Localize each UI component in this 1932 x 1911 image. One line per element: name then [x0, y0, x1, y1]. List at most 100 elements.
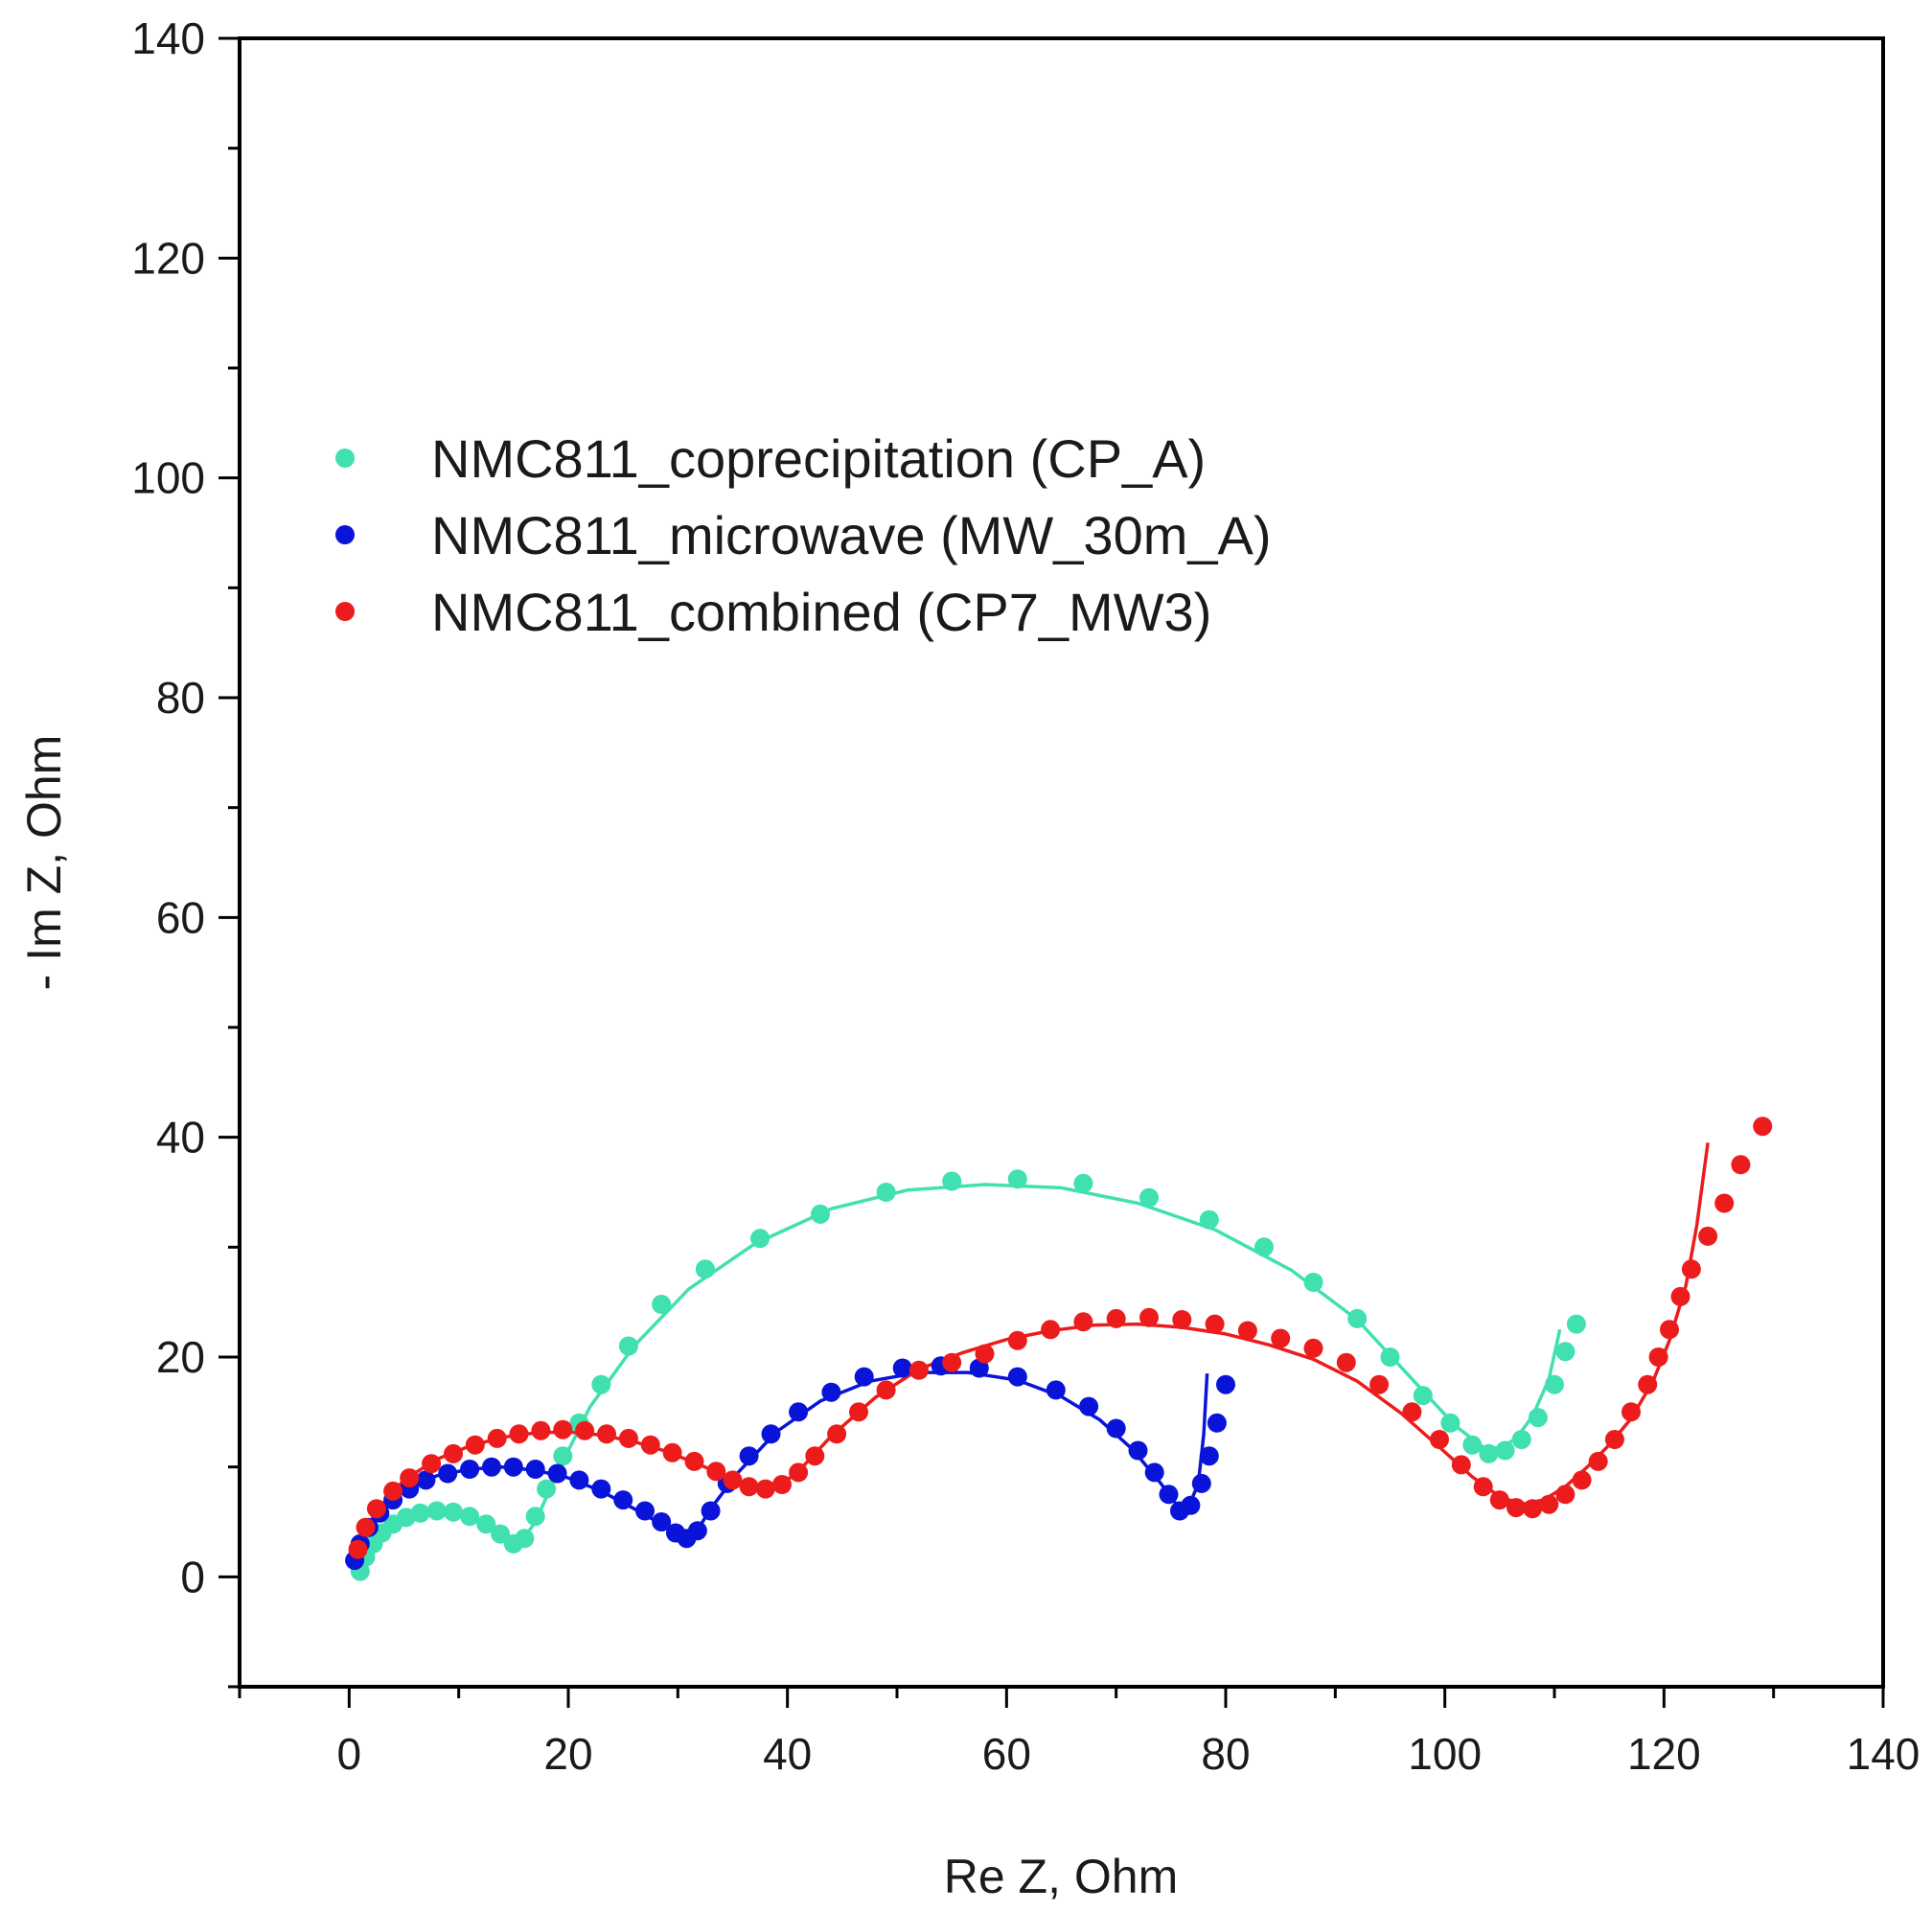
legend-label: NMC811_coprecipitation (CP_A) [431, 428, 1206, 489]
data-point [487, 1428, 507, 1448]
data-point [547, 1463, 567, 1484]
data-point [591, 1374, 611, 1394]
data-point [1430, 1430, 1449, 1449]
x-axis-title: Re Z, Ohm [944, 1850, 1178, 1903]
data-point [509, 1424, 529, 1444]
data-point [553, 1419, 573, 1439]
data-point [652, 1512, 672, 1531]
data-point [525, 1507, 545, 1527]
data-point [1144, 1462, 1164, 1483]
data-point [525, 1460, 545, 1479]
y-tick-label: 100 [131, 453, 205, 503]
data-point [1402, 1402, 1422, 1422]
data-point [811, 1204, 830, 1224]
data-point [1489, 1490, 1509, 1510]
data-point [1670, 1286, 1690, 1306]
data-point [876, 1380, 896, 1400]
data-point [1622, 1402, 1641, 1422]
data-point [491, 1524, 511, 1544]
data-point [460, 1460, 480, 1479]
data-point [849, 1402, 868, 1422]
x-tick-label: 60 [982, 1729, 1031, 1779]
data-point [618, 1336, 638, 1356]
data-point [482, 1457, 501, 1477]
data-point [1545, 1374, 1564, 1394]
data-point [1073, 1312, 1093, 1332]
data-point [706, 1462, 726, 1482]
data-point [444, 1502, 463, 1522]
plot-frame [238, 36, 1885, 1689]
data-point [942, 1352, 962, 1372]
data-point [789, 1462, 809, 1483]
x-tick-label: 120 [1627, 1729, 1701, 1779]
data-point [1523, 1499, 1543, 1519]
data-point [1440, 1413, 1460, 1433]
data-point [805, 1446, 825, 1466]
data-point [755, 1479, 775, 1499]
x-tick-label: 100 [1408, 1729, 1482, 1779]
data-point [942, 1171, 962, 1191]
data-point [1007, 1169, 1027, 1189]
data-point [1007, 1330, 1027, 1350]
data-point [400, 1468, 420, 1488]
data-point [515, 1529, 535, 1549]
x-tick-label: 140 [1847, 1729, 1920, 1779]
data-point [1199, 1209, 1219, 1230]
data-point [1604, 1430, 1624, 1449]
y-tick-label: 140 [131, 13, 205, 63]
data-point [460, 1507, 480, 1527]
data-point [1199, 1446, 1219, 1466]
data-point [1347, 1308, 1368, 1328]
data-point [348, 1539, 368, 1559]
data-point [422, 1454, 442, 1474]
data-point [739, 1446, 759, 1466]
data-point [1254, 1237, 1274, 1257]
data-point [1159, 1485, 1179, 1505]
data-point [1139, 1307, 1159, 1327]
data-point [569, 1470, 589, 1490]
data-point [1205, 1314, 1225, 1334]
data-points [345, 1117, 1773, 1581]
data-point [1495, 1440, 1515, 1461]
data-point [701, 1501, 721, 1521]
legend-marker [335, 602, 355, 621]
y-tick-label: 80 [156, 673, 205, 723]
data-point [553, 1446, 573, 1466]
data-point [1539, 1494, 1559, 1514]
data-point [1511, 1430, 1531, 1449]
data-point [876, 1183, 896, 1202]
data-point [827, 1424, 847, 1444]
x-axis: 0 20 40 60 80 100 120 140 [238, 1687, 1920, 1779]
data-point [1007, 1367, 1027, 1387]
data-point [687, 1521, 707, 1541]
data-point [635, 1501, 655, 1521]
data-point [1588, 1451, 1608, 1471]
y-tick-label: 20 [156, 1332, 205, 1382]
data-point [821, 1382, 841, 1402]
y-tick-label: 0 [180, 1552, 205, 1601]
data-point [1660, 1320, 1679, 1340]
data-point [684, 1451, 704, 1471]
data-point [356, 1517, 376, 1537]
data-point [640, 1435, 660, 1455]
data-point [908, 1360, 929, 1380]
data-point [597, 1424, 616, 1444]
data-point [1753, 1117, 1773, 1137]
data-point [1555, 1485, 1576, 1505]
y-axis-title: - Im Z, Ohm [17, 735, 71, 991]
x-tick-label: 80 [1201, 1729, 1250, 1779]
data-point [1181, 1495, 1201, 1515]
data-point [476, 1514, 496, 1534]
data-point [1079, 1396, 1099, 1416]
data-point [652, 1295, 672, 1314]
data-point [531, 1420, 551, 1440]
data-point [1731, 1155, 1751, 1175]
x-tick-label: 20 [543, 1729, 592, 1779]
data-point [1073, 1173, 1093, 1193]
data-point [1681, 1259, 1701, 1279]
data-point [1413, 1386, 1433, 1406]
data-point [772, 1475, 792, 1494]
data-point [383, 1481, 403, 1501]
y-tick-label: 60 [156, 892, 205, 942]
